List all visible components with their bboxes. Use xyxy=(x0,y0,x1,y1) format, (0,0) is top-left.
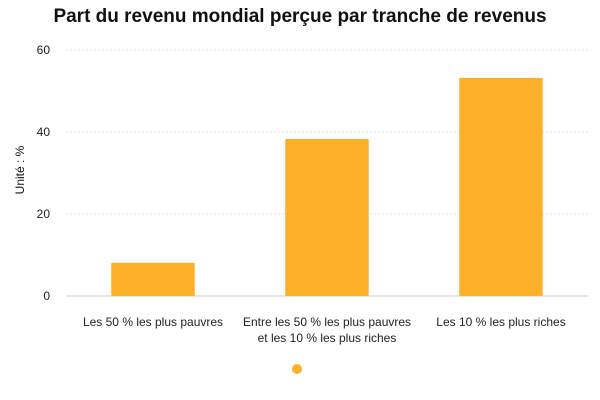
x-tick-label: et les 10 % les plus riches xyxy=(258,331,397,345)
bar xyxy=(459,77,543,296)
x-tick-label: Entre les 50 % les plus pauvres xyxy=(243,315,411,329)
x-tick-label: Les 50 % les plus pauvres xyxy=(83,315,223,329)
legend-swatch xyxy=(292,364,302,374)
bar xyxy=(285,138,369,296)
legend xyxy=(0,364,600,374)
x-tick-label: Les 10 % les plus riches xyxy=(436,315,565,329)
y-tick-label: 0 xyxy=(43,289,50,303)
bar xyxy=(111,262,195,296)
y-tick-label: 20 xyxy=(37,207,51,221)
y-tick-label: 40 xyxy=(37,125,51,139)
y-tick-label: 60 xyxy=(37,43,51,57)
chart-title: Part du revenu mondial perçue par tranch… xyxy=(53,6,547,27)
